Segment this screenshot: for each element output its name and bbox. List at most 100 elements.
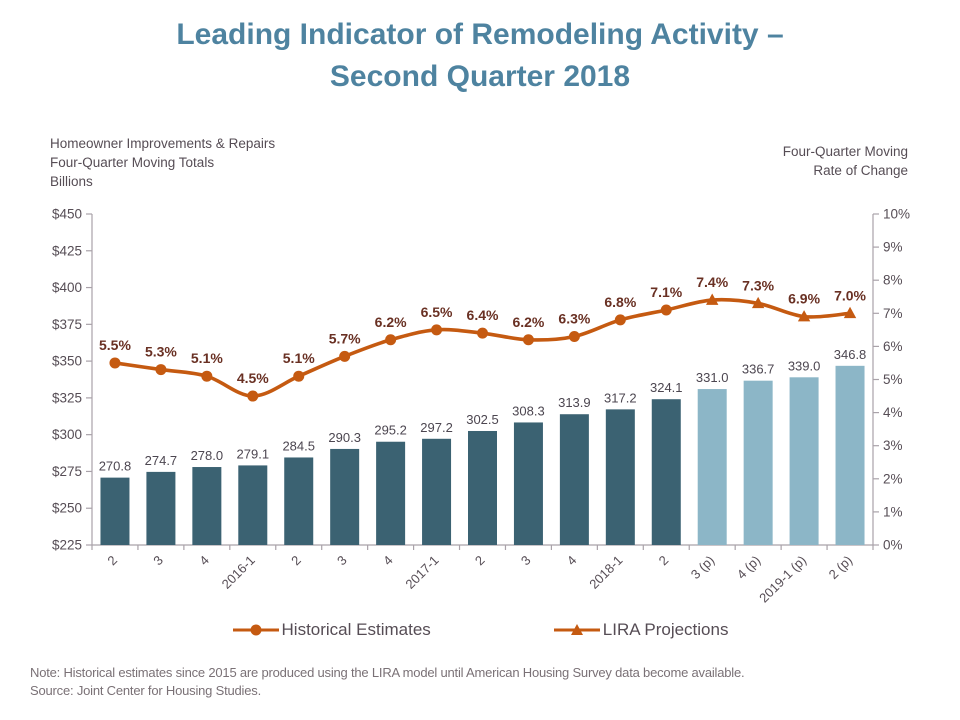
combo-chart-svg: $450 $425 $400 $375 $350 $325 $300 $275 $250 $225… xyxy=(52,207,910,606)
page-title-line1: Leading Indicator of Remodeling Activity… xyxy=(176,18,784,51)
bar xyxy=(238,465,268,545)
historical-marker xyxy=(155,364,167,376)
bar xyxy=(651,399,681,545)
rate-value-label: 7.1% xyxy=(650,284,682,300)
rate-value-label: 5.7% xyxy=(329,330,361,346)
bar xyxy=(697,389,727,545)
x-axis-category-label: 3 xyxy=(150,553,166,569)
rate-value-label: 6.8% xyxy=(604,294,636,310)
footer-source: Source: Joint Center for Housing Studies… xyxy=(30,682,261,698)
projections-line-triangle-icon xyxy=(553,624,600,635)
legend-label-projections: LIRA Projections xyxy=(602,620,729,639)
left-axis-tick-label: $275 xyxy=(52,464,82,479)
right-axis-tick-label: 6% xyxy=(883,339,903,354)
x-axis-category-label: 3 xyxy=(334,553,350,569)
bar xyxy=(789,377,819,545)
projection-marker xyxy=(706,293,719,305)
slide: Leading Indicator of Remodeling Activity… xyxy=(0,14,960,720)
x-axis-category-label: 2 xyxy=(656,553,672,569)
left-axis-tick-label: $450 xyxy=(52,207,82,222)
footer-notes: Note: Historical estimates since 2015 ar… xyxy=(30,664,745,699)
right-axis-tick-label: 4% xyxy=(883,405,903,420)
left-axis-tick-label: $325 xyxy=(52,390,82,405)
bar xyxy=(559,414,589,545)
left-axis-tick-label: $350 xyxy=(52,354,82,369)
historical-marker xyxy=(614,314,626,326)
bar-value-label: 308.3 xyxy=(512,403,545,418)
x-axis-category-label: 2 xyxy=(288,553,304,569)
right-axis-tick-label: 7% xyxy=(883,306,903,321)
rate-value-label: 5.1% xyxy=(191,350,223,366)
right-axis-tick-label: 1% xyxy=(883,504,903,519)
x-axis-category-label: 2 (p) xyxy=(826,553,856,583)
rate-value-label: 6.3% xyxy=(558,310,590,326)
bar xyxy=(376,441,406,545)
projection-marker xyxy=(797,310,811,322)
bar xyxy=(605,409,635,545)
legend-label-historical: Historical Estimates xyxy=(281,620,431,639)
right-axis-tick-label: 0% xyxy=(883,538,903,553)
bar xyxy=(468,430,497,545)
bar-value-label: 274.7 xyxy=(145,453,178,468)
historical-marker xyxy=(293,370,305,382)
rate-value-label: 4.5% xyxy=(237,370,269,386)
bar-value-label: 284.5 xyxy=(282,438,315,453)
rate-value-label: 6.9% xyxy=(788,291,820,307)
right-axis-tick-label: 5% xyxy=(883,372,903,387)
bar-value-label: 336.7 xyxy=(742,362,775,377)
rate-value-label: 6.4% xyxy=(467,307,499,323)
x-axis-category-label: 4 xyxy=(564,553,580,569)
x-axis-category-label: 2 xyxy=(104,553,120,569)
historical-line-circle-icon xyxy=(232,624,279,636)
bar xyxy=(743,380,773,545)
projection-marker xyxy=(751,296,765,309)
left-axis-tick-label: $400 xyxy=(52,280,82,295)
bar-value-label: 331.0 xyxy=(696,370,729,385)
right-axis-tick-label: 3% xyxy=(883,438,903,453)
rate-value-label: 6.5% xyxy=(421,304,453,320)
right-axis-tick-label: 9% xyxy=(883,240,903,255)
historical-marker xyxy=(385,334,397,346)
rate-value-label: 5.5% xyxy=(99,337,131,353)
rate-value-label: 7.0% xyxy=(834,287,866,303)
x-axis-category-label: 3 xyxy=(518,553,534,569)
right-axis-tick-label: 8% xyxy=(883,273,903,288)
bar xyxy=(513,422,543,545)
bar xyxy=(146,471,176,545)
bar-value-label: 346.8 xyxy=(834,347,867,362)
bar-value-label: 317.2 xyxy=(604,390,637,405)
historical-marker xyxy=(109,357,121,369)
left-axis-title-line1: Homeowner Improvements & Repairs xyxy=(50,136,276,151)
x-axis-category-label: 2019-1 (p) xyxy=(756,553,809,606)
right-axis-title-line1: Four-Quarter Moving xyxy=(782,144,908,159)
left-axis-title-line3: Billions xyxy=(50,174,93,189)
bar xyxy=(192,467,222,545)
x-axis-category-label: 4 (p) xyxy=(734,553,764,583)
bar-value-label: 297.2 xyxy=(420,420,453,435)
historical-marker xyxy=(247,390,259,402)
right-axis-title-line2: Rate of Change xyxy=(813,163,908,178)
x-axis-category-label: 2016-1 xyxy=(219,553,258,592)
rate-value-label: 7.4% xyxy=(696,274,728,290)
left-axis-tick-label: $250 xyxy=(52,501,82,516)
left-axis-title-line2: Four-Quarter Moving Totals xyxy=(50,155,215,170)
historical-marker xyxy=(431,324,443,336)
bar-value-label: 295.2 xyxy=(374,423,407,438)
historical-marker xyxy=(201,370,213,382)
left-axis-tick-label: $375 xyxy=(52,317,82,332)
left-axis-tick-label: $425 xyxy=(52,243,82,258)
chart-legend: Historical Estimates LIRA Projections xyxy=(0,620,960,640)
rate-value-label: 7.3% xyxy=(742,277,774,293)
rate-value-label: 6.2% xyxy=(512,314,544,330)
left-axis-title: Homeowner Improvements & Repairs Four-Qu… xyxy=(50,134,275,191)
x-axis-category-label: 4 xyxy=(380,553,396,569)
x-axis-category-label: 3 (p) xyxy=(688,553,718,583)
historical-marker xyxy=(477,327,488,339)
left-axis-tick-label: $300 xyxy=(52,427,82,442)
bar-value-label: 313.9 xyxy=(558,395,591,410)
right-axis-tick-label: 10% xyxy=(883,207,910,222)
bar-value-label: 278.0 xyxy=(191,448,224,463)
bar xyxy=(284,457,314,545)
bar xyxy=(422,438,452,545)
left-axis-tick-label: $225 xyxy=(52,538,82,553)
